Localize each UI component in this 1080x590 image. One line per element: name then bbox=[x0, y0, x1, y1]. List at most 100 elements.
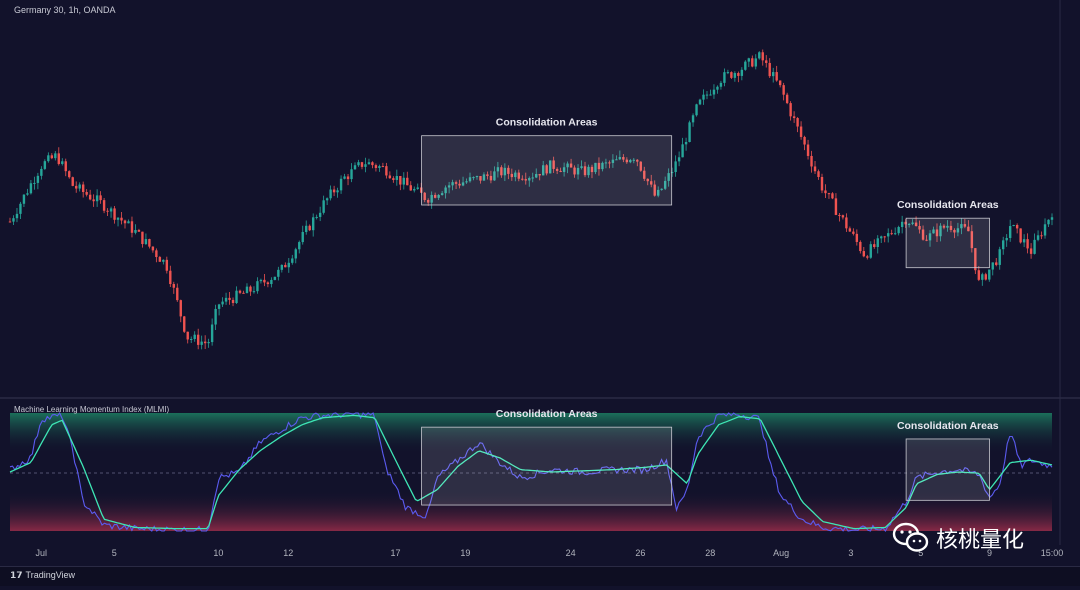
candle bbox=[151, 246, 155, 253]
candle bbox=[552, 156, 555, 173]
candle bbox=[217, 303, 221, 316]
candle bbox=[566, 161, 569, 174]
candle bbox=[447, 181, 451, 194]
x-tick-label: Jul bbox=[36, 548, 48, 558]
candle bbox=[531, 172, 534, 183]
x-tick-label: 19 bbox=[460, 548, 470, 558]
candle bbox=[169, 265, 172, 288]
candle bbox=[880, 235, 883, 244]
candle bbox=[284, 262, 287, 268]
candle bbox=[496, 161, 500, 178]
candle bbox=[109, 206, 113, 218]
footer-bar: 𝟭𝟳 TradingView bbox=[0, 566, 1080, 586]
candle bbox=[458, 179, 461, 189]
candle bbox=[517, 169, 521, 182]
candle bbox=[576, 164, 580, 180]
candle bbox=[252, 286, 256, 294]
candle bbox=[618, 150, 622, 161]
candle bbox=[130, 216, 134, 238]
candle bbox=[301, 225, 304, 245]
candle bbox=[329, 185, 332, 201]
candle bbox=[318, 206, 322, 222]
candle bbox=[939, 223, 942, 242]
candle bbox=[291, 254, 294, 265]
candle bbox=[392, 176, 395, 183]
candle bbox=[991, 262, 994, 276]
candle bbox=[1012, 224, 1015, 227]
candle bbox=[75, 181, 78, 193]
candle bbox=[562, 162, 566, 177]
candle bbox=[852, 228, 855, 236]
candle bbox=[695, 103, 698, 117]
candle bbox=[820, 173, 824, 194]
candle bbox=[26, 188, 29, 196]
candle bbox=[921, 225, 925, 241]
candle bbox=[674, 155, 677, 177]
candle bbox=[834, 193, 838, 216]
candle bbox=[887, 228, 890, 243]
candle bbox=[423, 191, 426, 203]
candle bbox=[918, 220, 921, 234]
candle bbox=[538, 173, 541, 181]
candle bbox=[141, 231, 144, 248]
candle bbox=[541, 160, 545, 176]
watermark: 核桃量化 bbox=[892, 520, 1024, 556]
candle bbox=[663, 176, 667, 191]
candle bbox=[472, 176, 475, 181]
candle bbox=[433, 192, 437, 199]
candle bbox=[214, 304, 217, 330]
candle bbox=[524, 172, 527, 185]
candle bbox=[36, 172, 40, 190]
candle bbox=[963, 219, 967, 229]
candle bbox=[657, 186, 660, 198]
candle bbox=[137, 228, 141, 232]
tradingview-brand[interactable]: 𝟭𝟳 TradingView bbox=[10, 570, 75, 581]
candle bbox=[172, 281, 175, 294]
candle bbox=[416, 183, 419, 190]
candle bbox=[224, 292, 228, 305]
mlmi-consolidation-label: Consolidation Areas bbox=[897, 420, 999, 432]
candle bbox=[15, 208, 19, 223]
candle bbox=[548, 160, 552, 174]
candle bbox=[587, 164, 590, 178]
x-tick-label: 5 bbox=[112, 548, 117, 558]
candle bbox=[981, 272, 984, 286]
candle bbox=[346, 173, 350, 186]
candle bbox=[259, 278, 263, 284]
candle bbox=[249, 285, 252, 296]
candle bbox=[775, 65, 778, 82]
candle bbox=[273, 276, 277, 281]
candle bbox=[395, 169, 399, 186]
candle bbox=[730, 71, 733, 80]
candle bbox=[639, 161, 642, 172]
candle bbox=[315, 214, 318, 220]
candle bbox=[792, 111, 796, 123]
symbol-title: Germany 30, 1h, OANDA bbox=[14, 5, 116, 15]
price-consolidation-box bbox=[905, 217, 990, 269]
candle bbox=[782, 82, 785, 101]
candle bbox=[489, 170, 493, 184]
candle bbox=[40, 166, 43, 180]
candle bbox=[47, 152, 50, 163]
candle bbox=[245, 283, 249, 294]
candle bbox=[399, 175, 402, 191]
candle bbox=[737, 71, 740, 83]
candle bbox=[838, 213, 841, 222]
candle bbox=[768, 58, 771, 78]
candle bbox=[928, 230, 932, 247]
candle bbox=[862, 246, 866, 258]
candle bbox=[528, 176, 531, 187]
candle bbox=[796, 117, 799, 133]
candle bbox=[907, 222, 911, 228]
x-tick-label: 5 bbox=[918, 548, 923, 558]
x-tick-label: 24 bbox=[566, 548, 576, 558]
candle bbox=[144, 233, 148, 245]
candle bbox=[740, 67, 744, 81]
candle bbox=[507, 165, 510, 180]
x-tick-label: 15:00 bbox=[1041, 548, 1064, 558]
candle bbox=[545, 164, 548, 176]
candle bbox=[339, 175, 343, 194]
candle bbox=[81, 181, 85, 198]
candle bbox=[608, 160, 611, 169]
